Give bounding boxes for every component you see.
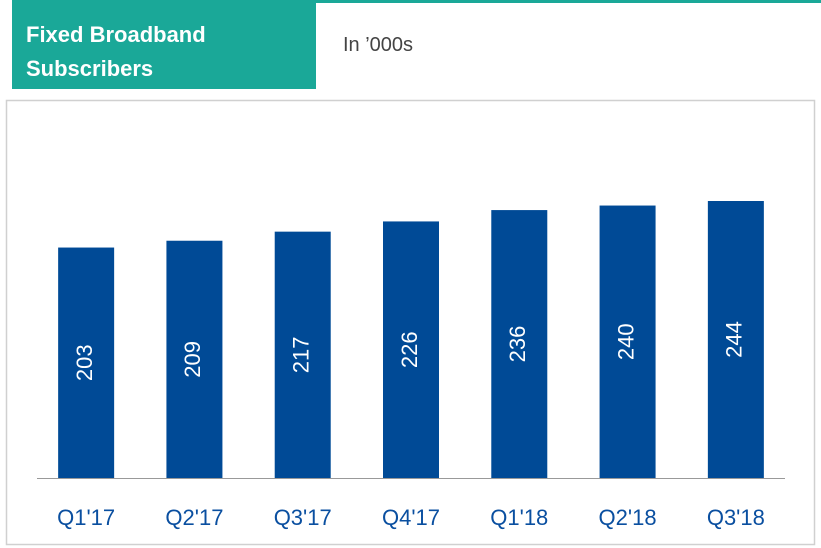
bar	[491, 210, 548, 478]
header-line	[12, 0, 821, 3]
chart-subtitle: In ’000s	[343, 34, 414, 56]
bar	[599, 205, 656, 478]
x-tick-label: Q1'17	[57, 505, 115, 530]
title-box: Fixed Broadband Subscribers	[12, 0, 316, 89]
x-tick-label: Q1'18	[490, 505, 548, 530]
x-tick-label: Q4'17	[382, 505, 440, 530]
x-tick-label: Q3'17	[274, 505, 332, 530]
bar	[707, 201, 764, 478]
bar	[383, 221, 439, 478]
data-label: 203	[72, 344, 97, 381]
x-tick-label: Q2'17	[165, 505, 223, 530]
bar	[58, 247, 115, 478]
bar	[166, 240, 223, 478]
bar	[274, 231, 331, 478]
data-label: 240	[613, 323, 638, 360]
data-label: 217	[289, 336, 314, 373]
data-label: 244	[722, 321, 747, 358]
x-tick-label: Q3'18	[707, 505, 765, 530]
data-label: 209	[180, 341, 205, 378]
data-label: 236	[505, 326, 530, 363]
x-tick-label: Q2'18	[599, 505, 657, 530]
data-label: 226	[397, 331, 422, 368]
chart-frame	[5, 99, 816, 546]
chart-title: Fixed Broadband Subscribers	[26, 22, 206, 81]
